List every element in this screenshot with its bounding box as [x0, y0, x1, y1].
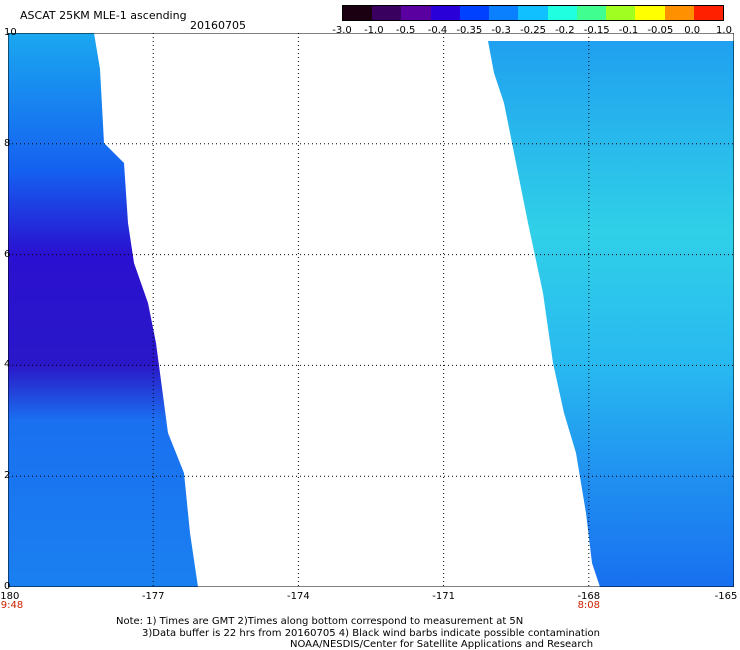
color-scale-label: -0.25	[520, 25, 546, 36]
color-scale-swatch	[576, 6, 607, 20]
longitude-label: -168	[577, 591, 601, 602]
note-line-3: NOAA/NESDIS/Center for Satellite Applica…	[290, 639, 594, 650]
note-line-2: 3)Data buffer is 22 hrs from 20160705 4)…	[142, 628, 600, 639]
color-scale-label: -0.05	[647, 25, 674, 36]
color-scale-label: -3.0	[332, 25, 352, 36]
color-scale-label: 0.0	[684, 25, 701, 36]
longitude-label: -180	[0, 591, 20, 602]
latitude-label: 4	[4, 359, 11, 371]
time-label: 8:08	[577, 600, 601, 611]
color-scale-label: -0.4	[427, 25, 448, 36]
note-line-1: Note: 1) Times are GMT 2)Times along bot…	[116, 616, 524, 627]
color-scale-swatch	[635, 6, 665, 20]
longitude-label: -177	[141, 591, 165, 602]
color-scale-label: -0.35	[456, 25, 483, 36]
longitude-label: -171	[432, 591, 455, 602]
color-scale-swatch	[693, 6, 724, 20]
latitude-label: 8	[4, 137, 11, 149]
color-scale-swatch	[489, 6, 519, 20]
color-scale-swatch	[606, 6, 636, 20]
longitude-label: -165	[714, 591, 738, 602]
latitude-label: 10	[4, 27, 17, 38]
west-swath	[8, 33, 198, 587]
color-scale-label: -0.15	[583, 25, 610, 36]
east-swath	[488, 41, 734, 587]
color-scale-swatch	[401, 6, 431, 20]
color-scale-label: -0.2	[555, 25, 575, 36]
latitude-label: 2	[4, 470, 11, 482]
color-scale-label: -0.1	[618, 25, 639, 36]
color-scale-label: 1.0	[716, 25, 732, 36]
color-scale-swatch	[664, 6, 694, 20]
map-date: 20160705	[190, 19, 246, 32]
color-scale-label: -0.3	[491, 25, 511, 36]
color-scale-swatch	[372, 6, 402, 20]
color-scale-label: -1.0	[364, 25, 384, 36]
map-plot	[8, 33, 734, 587]
latitude-label: 6	[4, 248, 11, 260]
color-scale-swatch	[547, 6, 577, 20]
color-scale-swatch	[343, 6, 373, 20]
color-scale-swatch	[518, 6, 548, 20]
color-scale-swatch	[430, 6, 460, 20]
longitude-label: -174	[287, 591, 310, 602]
time-label: 9:48	[0, 600, 24, 611]
latitude-label: 0	[4, 581, 11, 592]
color-scale-label: -0.5	[395, 25, 416, 36]
map-title: ASCAT 25KM MLE-1 ascending	[20, 9, 187, 22]
color-scale-swatch	[459, 6, 490, 20]
color-scale-bar	[342, 5, 724, 21]
